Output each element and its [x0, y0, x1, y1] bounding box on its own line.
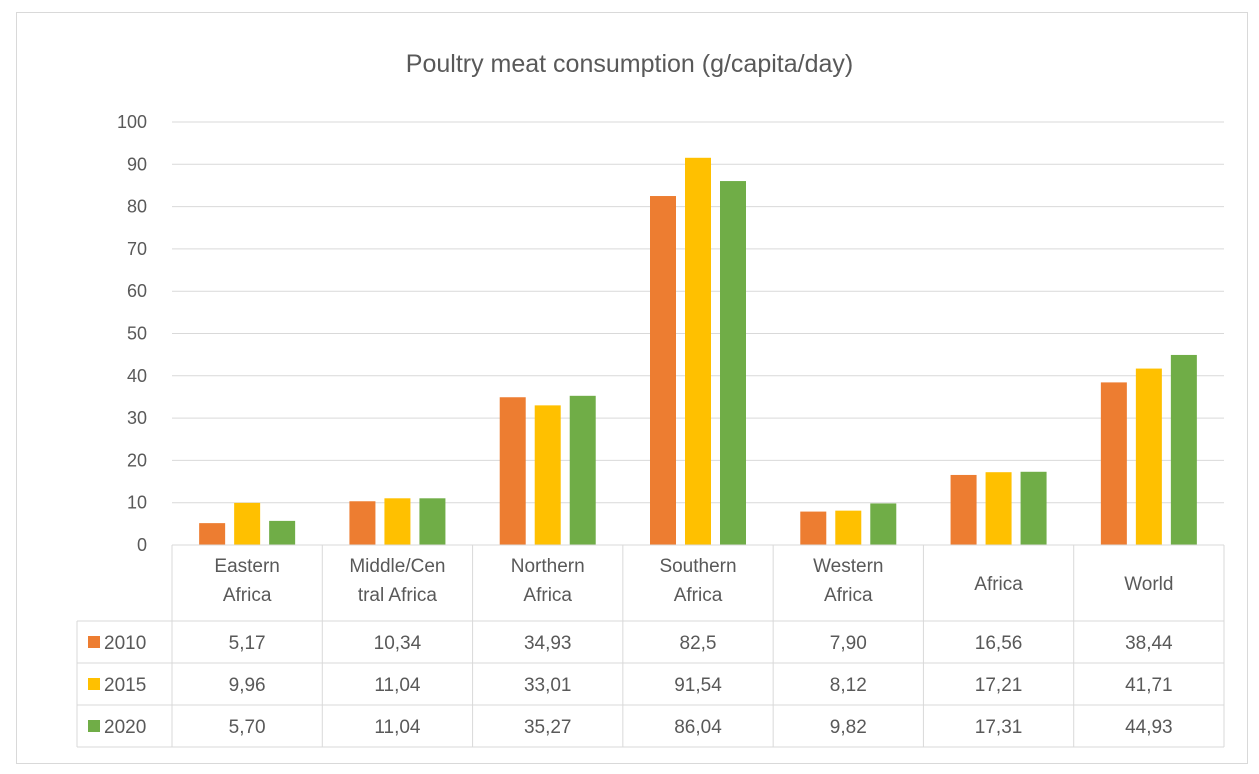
bar-2010: [950, 474, 977, 545]
bar-2020: [1170, 354, 1197, 545]
bar-2015: [835, 510, 862, 545]
bar-2010: [499, 397, 526, 545]
table-cell-value: 9,96: [229, 675, 266, 696]
bar-2015: [384, 498, 411, 545]
y-tick-label: 80: [127, 197, 147, 217]
legend-label: 2010: [104, 633, 146, 654]
table-cell-value: 38,44: [1125, 633, 1173, 654]
bar-2010: [800, 511, 827, 545]
table-cell-value: 17,21: [975, 675, 1023, 696]
table-cell-value: 7,90: [830, 633, 867, 654]
bar-2010: [199, 523, 226, 545]
y-tick-label: 100: [117, 112, 147, 132]
y-tick-label: 90: [127, 154, 147, 174]
bar-2010: [1100, 382, 1127, 545]
bar-2015: [1135, 368, 1162, 545]
y-tick-label: 10: [127, 493, 147, 513]
table-cell-value: 10,34: [374, 633, 422, 654]
chart-title: Poultry meat consumption (g/capita/day): [405, 50, 854, 78]
category-label: Western: [813, 556, 883, 577]
table-cell-value: 41,71: [1125, 675, 1173, 696]
category-label: Middle/Cen: [349, 556, 445, 577]
legend-key-2020: [88, 720, 100, 732]
table-cell-value: 5,17: [229, 633, 266, 654]
category-label: Africa: [223, 585, 272, 606]
y-tick-label: 30: [127, 408, 147, 428]
bar-2020: [870, 503, 897, 545]
bar-2015: [685, 157, 711, 545]
bar-2010: [349, 501, 376, 545]
category-label: Africa: [674, 585, 723, 606]
y-tick-label: 70: [127, 239, 147, 259]
y-tick-label: 20: [127, 450, 147, 470]
table-cell-value: 82,5: [680, 633, 717, 654]
y-tick-label: 40: [127, 366, 147, 386]
bar-2015: [534, 405, 561, 545]
category-label: Africa: [523, 585, 572, 606]
table-cell-value: 11,04: [374, 717, 421, 738]
table-cell-value: 44,93: [1125, 717, 1173, 738]
category-label: Africa: [974, 574, 1023, 595]
chart-frame: [16, 12, 1248, 764]
bar-2020: [419, 498, 446, 545]
bar-2020: [720, 181, 746, 546]
legend-key-2015: [88, 678, 100, 690]
legend-label: 2015: [104, 675, 146, 696]
table-cell-value: 5,70: [229, 717, 266, 738]
table-cell-value: 17,31: [975, 717, 1023, 738]
category-label: World: [1124, 574, 1173, 595]
table-cell-value: 11,04: [374, 675, 421, 696]
bar-2020: [269, 520, 296, 545]
category-label: Africa: [824, 585, 873, 606]
table-cell-value: 86,04: [674, 717, 722, 738]
y-tick-label: 50: [127, 324, 147, 344]
y-tick-label: 0: [137, 535, 147, 555]
bar-2020: [569, 395, 596, 545]
legend-label: 2020: [104, 717, 146, 738]
category-label: Eastern: [214, 556, 279, 577]
bar-2015: [234, 502, 261, 545]
bar-2015: [985, 472, 1012, 545]
table-cell-value: 34,93: [524, 633, 572, 654]
category-label: Southern: [659, 556, 736, 577]
table-cell-value: 33,01: [524, 675, 572, 696]
table-cell-value: 35,27: [524, 717, 572, 738]
category-label: Northern: [511, 556, 585, 577]
legend-key-2010: [88, 636, 100, 648]
table-cell-value: 16,56: [975, 633, 1023, 654]
table-cell-value: 91,54: [674, 675, 722, 696]
bar-2020: [1020, 471, 1047, 545]
bar-2010: [650, 196, 676, 545]
table-cell-value: 9,82: [830, 717, 867, 738]
y-tick-label: 60: [127, 281, 147, 301]
category-label: tral Africa: [358, 585, 438, 606]
table-cell-value: 8,12: [830, 675, 867, 696]
